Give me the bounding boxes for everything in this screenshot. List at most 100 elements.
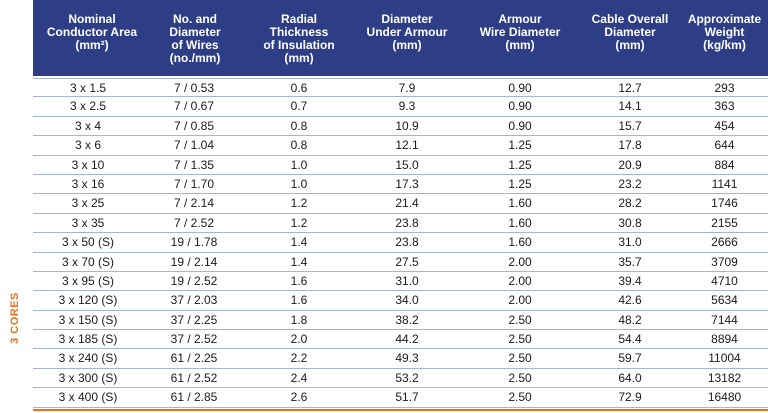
table-row: 3 x 120 (S) 37 / 2.03 1.6 34.0 2.00 42.6 5634	[33, 291, 768, 311]
table-cell: 884	[714, 157, 735, 172]
table-cell: 61 / 2.85	[170, 390, 218, 405]
table-cell: 21.4	[395, 196, 419, 211]
table-cell: 1.0	[290, 157, 308, 172]
table-cell: 7144	[711, 312, 738, 327]
table-cell: 1.2	[290, 196, 308, 211]
table-cell: 23.2	[618, 176, 642, 191]
table-cell: 42.6	[618, 293, 642, 308]
table-cell: 19 / 2.52	[170, 273, 218, 288]
table-cell: 1.0	[290, 176, 308, 191]
header-insulation-thickness: Radial Thickness of Insulation (mm)	[263, 12, 335, 65]
table-bottom-rule	[33, 409, 768, 411]
table-cell: 15.0	[395, 157, 419, 172]
table-cell: 2.0	[290, 332, 308, 347]
table-header: Nominal Conductor Area (mm²) No. and Dia…	[33, 0, 768, 76]
table-cell: 0.6	[290, 81, 308, 95]
table-cell: 1.2	[290, 215, 308, 230]
table-row: 3 x 4 7 / 0.85 0.8 10.9 0.90 15.7 454	[33, 117, 768, 137]
table-cell: 7 / 1.70	[173, 176, 215, 191]
table-cell: 28.2	[618, 196, 642, 211]
table-cell: 2.50	[508, 312, 532, 327]
table-cell: 3 x 150 (S)	[58, 312, 118, 327]
table-cell: 4710	[711, 273, 738, 288]
table-cell: 37 / 2.52	[170, 332, 218, 347]
table-cell: 19 / 1.78	[170, 235, 218, 250]
table-cell: 1.60	[508, 235, 532, 250]
table-row: 3 x 400 (S) 61 / 2.85 2.6 51.7 2.50 72.9 16480	[33, 388, 768, 408]
table-cell: 11004	[708, 351, 741, 366]
table-cell: 1.8	[290, 312, 308, 327]
table-cell: 72.9	[618, 390, 642, 405]
table-row: 3 x 16 7 / 1.70 1.0 17.3 1.25 23.2 1141	[33, 175, 768, 195]
table-row: 3 x 35 7 / 2.52 1.2 23.8 1.60 30.8 2155	[33, 214, 768, 234]
header-cable-overall-diameter: Cable Overall Diameter (mm)	[591, 12, 669, 52]
cores-label: 3 CORES	[9, 292, 21, 344]
table-cell: 3 x 300 (S)	[58, 370, 118, 385]
table-cell: 0.90	[508, 118, 532, 133]
table-cell: 3 x 16	[71, 176, 105, 191]
table-cell: 30.8	[618, 215, 642, 230]
table-cell: 2.2	[290, 351, 308, 366]
table-cell: 7 / 0.53	[173, 81, 215, 95]
table-cell: 44.2	[395, 332, 419, 347]
table-row: 3 x 25 7 / 2.14 1.2 21.4 1.60 28.2 1746	[33, 194, 768, 214]
table-row: 3 x 1.5 7 / 0.53 0.6 7.9 0.90 12.7 293	[33, 78, 768, 98]
table-cell: 3 x 35	[71, 215, 105, 230]
table-cell: 1.60	[508, 215, 532, 230]
table-cell: 39.4	[618, 273, 642, 288]
table-cell: 59.7	[618, 351, 642, 366]
table-cell: 7.9	[398, 81, 416, 95]
table-cell: 3 x 10	[71, 157, 105, 172]
table-cell: 27.5	[395, 254, 419, 269]
table-cell: 37 / 2.25	[170, 312, 218, 327]
side-label-column: 3 CORES	[0, 78, 30, 408]
table-cell: 3 x 4	[74, 118, 101, 133]
table-cell: 0.8	[290, 118, 308, 133]
table-row: 3 x 50 (S) 19 / 1.78 1.4 23.8 1.60 31.0 2666	[33, 233, 768, 253]
table-cell: 7 / 0.67	[173, 99, 215, 114]
table-cell: 1.6	[290, 273, 308, 288]
table-row: 3 x 240 (S) 61 / 2.25 2.2 49.3 2.50 59.7 11004	[33, 349, 768, 369]
table-cell: 2.00	[508, 293, 532, 308]
table-cell: 7 / 2.14	[173, 196, 215, 211]
table-cell: 5634	[711, 293, 738, 308]
table-cell: 53.2	[395, 370, 419, 385]
table-cell: 0.7	[290, 99, 308, 114]
table-cell: 15.7	[618, 118, 642, 133]
table-cell: 3 x 70 (S)	[61, 254, 115, 269]
table-cell: 2.50	[508, 390, 532, 405]
table-cell: 3 x 50 (S)	[61, 235, 115, 250]
table-cell: 3 x 240 (S)	[58, 351, 118, 366]
table-cell: 54.4	[618, 332, 642, 347]
table-cell: 49.3	[395, 351, 419, 366]
table-row: 3 x 185 (S) 37 / 2.52 2.0 44.2 2.50 54.4 8894	[33, 330, 768, 350]
table-row: 3 x 95 (S) 19 / 2.52 1.6 31.0 2.00 39.4 4710	[33, 272, 768, 292]
table-cell: 1.25	[508, 138, 532, 153]
table-cell: 61 / 2.52	[170, 370, 218, 385]
table-cell: 3 x 400 (S)	[58, 390, 118, 405]
table-cell: 7 / 1.35	[173, 157, 215, 172]
table-cell: 61 / 2.25	[170, 351, 218, 366]
table-cell: 3 x 2.5	[69, 99, 107, 114]
table-cell: 2.50	[508, 351, 532, 366]
table-cell: 2.50	[508, 332, 532, 347]
header-armour-wire-diameter: Armour Wire Diameter (mm)	[479, 12, 561, 52]
table-row: 3 x 2.5 7 / 0.67 0.7 9.3 0.90 14.1 363	[33, 97, 768, 117]
table-cell: 31.0	[618, 235, 642, 250]
header-approximate-weight: Approximate Weight (kg/km)	[687, 12, 762, 52]
table-cell: 37 / 2.03	[170, 293, 218, 308]
table-cell: 7 / 0.85	[173, 118, 215, 133]
table-cell: 0.90	[508, 81, 532, 95]
table-cell: 1.6	[290, 293, 308, 308]
table-cell: 2155	[711, 215, 738, 230]
table-cell: 2666	[711, 235, 738, 250]
table-cell: 35.7	[618, 254, 642, 269]
table-cell: 7 / 1.04	[173, 138, 215, 153]
table-cell: 3 x 95 (S)	[61, 273, 115, 288]
table-cell: 19 / 2.14	[170, 254, 218, 269]
table-cell: 9.3	[398, 99, 416, 114]
table-cell: 17.3	[395, 176, 419, 191]
table-cell: 31.0	[395, 273, 419, 288]
table-body: 3 x 1.5 7 / 0.53 0.6 7.9 0.90 12.7 293 3 x 2.5 7…	[33, 78, 768, 408]
table-cell: 2.4	[290, 370, 308, 385]
